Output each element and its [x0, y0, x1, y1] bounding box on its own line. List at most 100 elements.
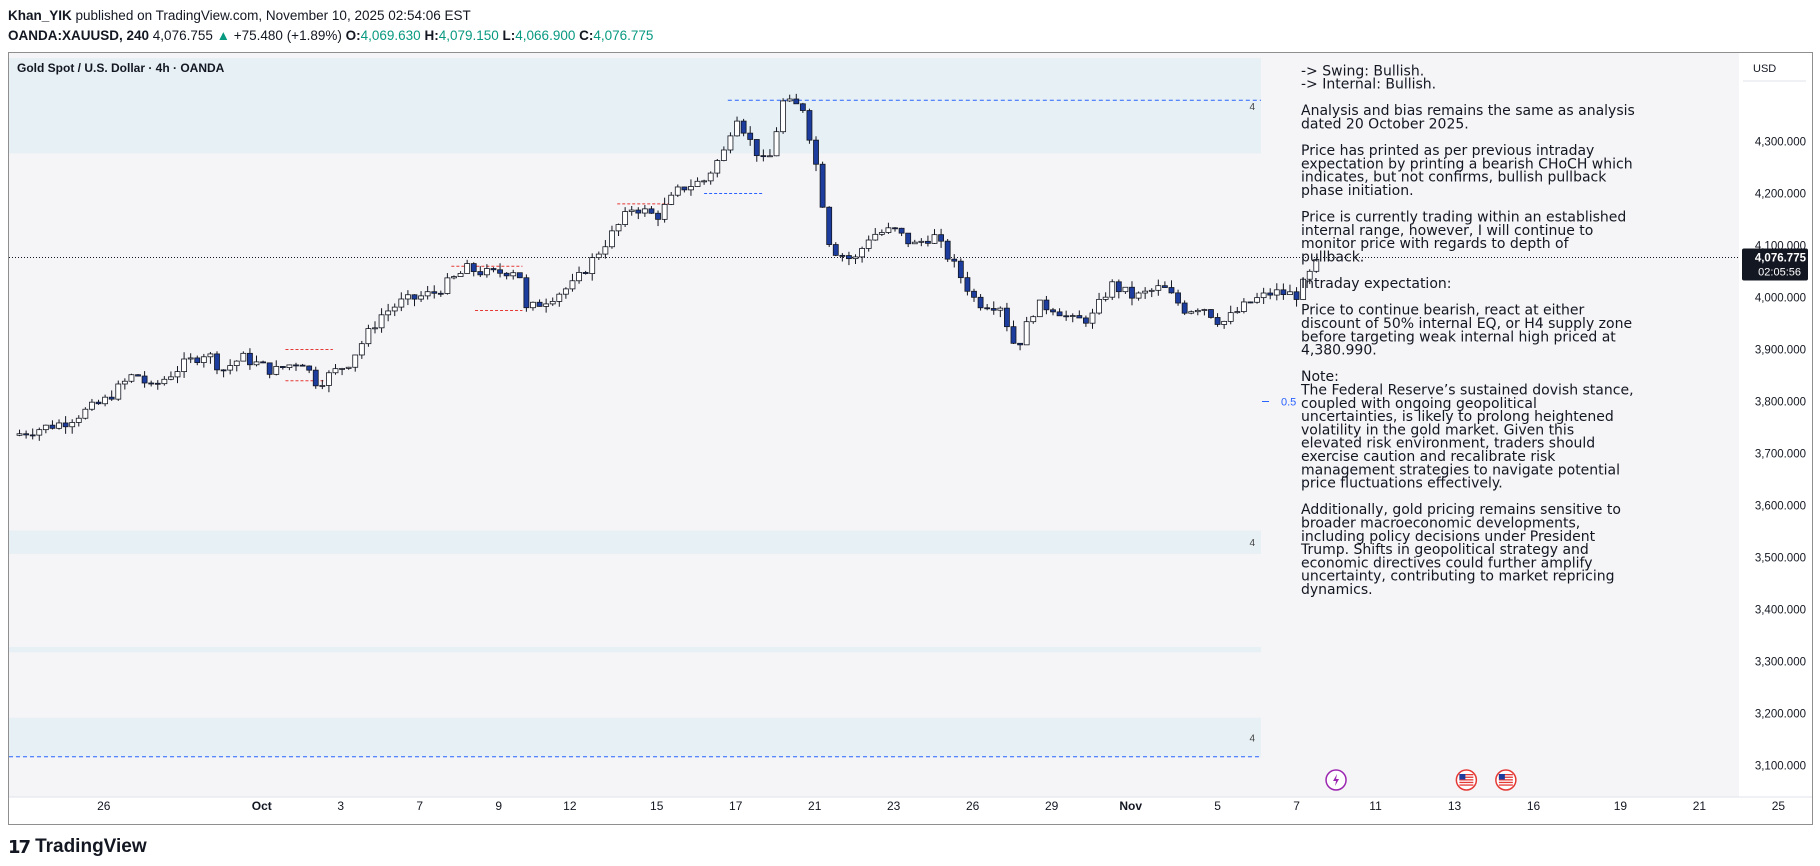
candle-body-184	[1227, 312, 1234, 322]
candle-body-157	[1050, 309, 1056, 313]
candle-body-85	[576, 272, 582, 282]
candle-body-75	[510, 272, 517, 277]
annotation-line-4: dated 20 October 2025.	[1301, 117, 1469, 133]
x-tick-label-3: 7	[416, 799, 423, 813]
candle-body-81	[549, 301, 556, 305]
candle-body-98	[661, 204, 668, 220]
candle-body-107	[720, 149, 727, 161]
candle-body-67	[457, 273, 464, 277]
candle-body-181	[1208, 309, 1214, 318]
candle-body-165	[1102, 296, 1109, 300]
candle-body-113	[760, 155, 767, 158]
candle-body-194	[1293, 291, 1300, 300]
footer-brand[interactable]: 𝟭𝟳 TradingView	[8, 836, 147, 858]
candle-body-88	[595, 253, 602, 259]
candle-body-51	[352, 354, 359, 368]
candle-body-166	[1109, 281, 1116, 298]
candle-body-193	[1287, 291, 1293, 296]
candle-body-56	[385, 310, 392, 316]
candle-body-32	[227, 365, 234, 371]
high-label: H:	[424, 28, 439, 43]
annotation-line-21: 4,380.990.	[1301, 343, 1377, 359]
candle-body-151	[1010, 326, 1017, 344]
annotation-line-14: pullback.	[1301, 250, 1364, 266]
author-name[interactable]: Khan_YIK	[8, 8, 72, 23]
candle-body-109	[734, 120, 740, 137]
annotation-line-20: before targeting weak internal high pric…	[1301, 329, 1616, 345]
candle-body-63	[431, 291, 438, 294]
low-value: 4,066.900	[515, 28, 576, 43]
candle-body-161	[1076, 315, 1083, 319]
y-tick-label-6: 3,700.000	[1755, 449, 1806, 461]
ohlc-line: OANDA:XAUUSD, 240 4,076.755 ▲ +75.480 (+…	[8, 26, 653, 46]
candle-body-38	[266, 362, 273, 375]
candle-body-52	[358, 343, 365, 356]
annotation-line-13: monitor price with regards to depth of	[1301, 236, 1570, 252]
y-tick-label-0: 3,100.000	[1755, 761, 1806, 773]
candle-body-173	[1155, 285, 1162, 291]
candle-body-195	[1300, 278, 1307, 300]
candle-body-2	[29, 434, 36, 437]
candle-body-117	[786, 98, 793, 102]
candle-body-73	[497, 269, 503, 274]
candle-body-24	[174, 371, 181, 378]
candle-body-103	[694, 180, 701, 187]
candle-body-95	[641, 208, 648, 214]
candle-body-122	[819, 163, 826, 208]
candle-body-189	[1260, 292, 1267, 299]
flag-canton-2	[1498, 774, 1505, 780]
x-tick-label-6: 15	[650, 799, 664, 813]
candle-body-170	[1135, 292, 1142, 299]
candle-body-46	[319, 385, 326, 387]
candle-body-53	[365, 328, 372, 345]
candle-body-18	[135, 374, 141, 377]
time-axis-background	[9, 797, 1812, 824]
candle-body-174	[1161, 285, 1168, 288]
y-tick-label-1: 3,200.000	[1755, 709, 1806, 721]
candle-body-89	[602, 246, 609, 255]
candle-body-96	[648, 208, 655, 214]
candle-body-138	[925, 240, 931, 244]
annotation-line-33: Additionally, gold pricing remains sensi…	[1301, 502, 1621, 518]
publisher-line: Khan_YIK published on TradingView.com, N…	[8, 6, 653, 26]
candle-body-183	[1221, 320, 1228, 325]
brand-name: TradingView	[35, 836, 147, 857]
candle-body-74	[503, 272, 510, 277]
candle-body-160	[1069, 315, 1076, 317]
candle-body-121	[813, 139, 819, 165]
annotation-line-38: uncertainty, contributing to market repr…	[1301, 569, 1615, 585]
candle-body-141	[944, 240, 951, 260]
price-chart[interactable]: 4 4 4 0.5 Gold Spot / U.S. Dollar · 4h · OAN…	[9, 53, 1812, 824]
annotation-line-39: dynamics.	[1301, 582, 1373, 598]
candle-body-7	[62, 422, 69, 428]
candle-body-0	[16, 433, 23, 436]
candle-body-196	[1306, 270, 1313, 280]
candle-body-34	[240, 352, 247, 362]
x-tick-label-18: 19	[1614, 799, 1628, 813]
y-tick-label-4: 3,500.000	[1755, 553, 1806, 565]
candle-body-111	[747, 132, 754, 140]
chart-frame[interactable]: 4 4 4 0.5 Gold Spot / U.S. Dollar · 4h · OAN…	[8, 52, 1813, 825]
x-tick-label-4: 9	[495, 799, 502, 813]
x-tick-label-15: 11	[1369, 799, 1382, 813]
candle-body-65	[444, 277, 451, 294]
candle-body-61	[418, 295, 424, 300]
candle-body-41	[286, 364, 293, 368]
candle-body-1	[23, 433, 30, 436]
candle-body-192	[1280, 289, 1287, 296]
x-tick-label-19: 21	[1693, 799, 1707, 813]
candle-body-153	[1023, 321, 1030, 346]
candle-body-134	[898, 227, 905, 234]
annotation-line-29: exercise caution and recalibrate risk	[1301, 449, 1556, 465]
annotation-line-11: Price is currently trading within an est…	[1301, 210, 1626, 226]
candle-body-164	[1096, 298, 1102, 314]
change-arrow-icon: ▲	[216, 28, 230, 43]
fib-label: 0.5	[1281, 396, 1296, 408]
candle-body-57	[391, 306, 398, 312]
candle-body-128	[859, 248, 865, 258]
candle-body-44	[306, 365, 313, 371]
annotation-line-37: economic directives could further amplif…	[1301, 555, 1593, 571]
candle-body-120	[806, 110, 813, 141]
y-tick-label-9: 4,000.000	[1755, 292, 1806, 304]
candle-body-102	[688, 186, 694, 191]
